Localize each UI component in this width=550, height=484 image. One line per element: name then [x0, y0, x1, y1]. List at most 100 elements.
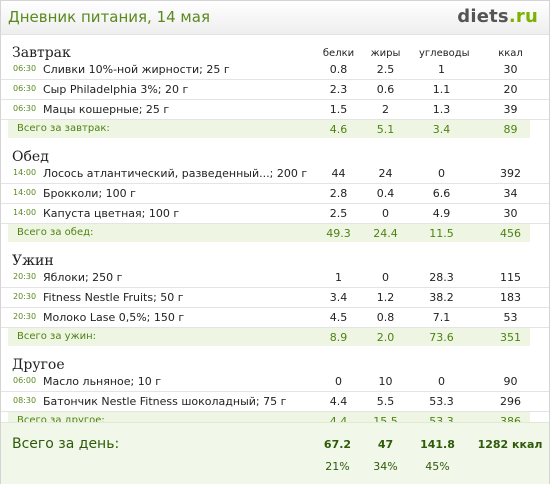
section-title: Завтрак	[12, 45, 71, 61]
food-protein: 1.5	[329, 103, 348, 116]
food-row[interactable]: 06:00 Масло льняное; 10 г 0 10 0 90	[1, 372, 549, 392]
meals-table: Завтрак белки жиры углеводы ккал 06:30 Сливки …	[1, 34, 549, 430]
food-kcal: 20	[503, 83, 518, 96]
food-kcal: 90	[503, 375, 518, 388]
food-row[interactable]: 14:00 Капуста цветная; 100 г 2.5 0 4.9 30	[1, 204, 549, 224]
site-logo[interactable]: diets.ru	[457, 6, 538, 27]
food-kcal: 296	[500, 395, 521, 408]
column-header-protein: белки	[322, 48, 355, 59]
section-total-kcal: 89	[503, 123, 518, 136]
food-protein: 2.8	[329, 187, 348, 200]
food-protein: 2.5	[329, 207, 348, 220]
food-name[interactable]: Сливки 10%-ной жирности; 25 г	[43, 63, 230, 76]
section-total-carbs: 3.4	[432, 123, 451, 136]
food-fat: 24	[378, 167, 393, 180]
section-total-label: Всего за другое:	[17, 415, 105, 426]
section-title: Ужин	[12, 253, 54, 269]
day-carbs-percent: 45%	[425, 460, 450, 473]
food-carbs: 38.2	[429, 291, 454, 304]
day-protein-percent: 21%	[325, 460, 350, 473]
section-header: Завтрак белки жиры углеводы ккал	[1, 34, 549, 61]
food-carbs: 1.1	[432, 83, 451, 96]
food-fat: 0.8	[376, 311, 395, 324]
section-total-protein: 49.3	[326, 227, 351, 240]
section-total-fat: 5.1	[376, 123, 395, 136]
section-total-row: Всего за завтрак: 4.6 5.1 3.4 89	[8, 120, 530, 138]
food-name[interactable]: Fitness Nestle Fruits; 50 г	[43, 291, 184, 304]
food-carbs: 0	[438, 375, 445, 388]
section-header: Другое	[1, 346, 549, 373]
page-title: Дневник питания, 14 мая	[8, 8, 210, 26]
food-kcal: 30	[503, 207, 518, 220]
food-time: 06:30	[13, 104, 37, 113]
food-row[interactable]: 06:30 Сливки 10%-ной жирности; 25 г 0.8 2.5…	[1, 60, 549, 80]
section-total-fat: 2.0	[376, 331, 395, 344]
food-carbs: 0	[438, 167, 445, 180]
food-name[interactable]: Масло льняное; 10 г	[43, 375, 162, 388]
food-protein: 0	[335, 375, 342, 388]
food-row[interactable]: 20:30 Fitness Nestle Fruits; 50 г 3.4 1.2 38…	[1, 288, 549, 308]
food-name[interactable]: Лосось атлантический, разведенный...; 20…	[43, 167, 308, 180]
food-row[interactable]: 06:30 Мацы кошерные; 25 г 1.5 2 1.3 39	[1, 100, 549, 120]
logo-suffix: .ru	[508, 6, 538, 27]
food-time: 14:00	[13, 168, 37, 177]
food-carbs: 1	[438, 63, 445, 76]
food-name[interactable]: Мацы кошерные; 25 г	[43, 103, 170, 116]
section-total-kcal: 351	[500, 331, 521, 344]
day-total-label: Всего за день:	[12, 436, 120, 452]
section-total-carbs: 73.6	[429, 331, 454, 344]
food-row[interactable]: 14:00 Брокколи; 100 г 2.8 0.4 6.6 34	[1, 184, 549, 204]
food-kcal: 115	[500, 271, 521, 284]
food-name[interactable]: Сыр Philadelphia 3%; 20 г	[43, 83, 189, 96]
food-time: 06:30	[13, 84, 37, 93]
day-fat: 47	[377, 438, 394, 451]
food-time: 20:30	[13, 312, 37, 321]
food-row[interactable]: 08:30 Батончик Nestle Fitness шоколадный;…	[1, 392, 549, 412]
food-fat: 0	[382, 207, 389, 220]
food-protein: 44	[331, 167, 346, 180]
food-time: 06:00	[13, 376, 37, 385]
food-name[interactable]: Брокколи; 100 г	[43, 187, 136, 200]
food-time: 14:00	[13, 188, 37, 197]
food-name[interactable]: Капуста цветная; 100 г	[43, 207, 180, 220]
food-row[interactable]: 14:00 Лосось атлантический, разведенный..…	[1, 164, 549, 184]
section-header: Ужин	[1, 242, 549, 269]
food-time: 20:30	[13, 292, 37, 301]
food-time: 06:30	[13, 64, 37, 73]
food-protein: 1	[335, 271, 342, 284]
food-name[interactable]: Яблоки; 250 г	[43, 271, 123, 284]
food-protein: 0.8	[329, 63, 348, 76]
food-fat: 2.5	[376, 63, 395, 76]
food-fat: 10	[378, 375, 393, 388]
food-name[interactable]: Батончик Nestle Fitness шоколадный; 75 г	[43, 395, 287, 408]
section-title: Обед	[12, 149, 49, 165]
food-carbs: 28.3	[429, 271, 454, 284]
food-protein: 4.5	[329, 311, 348, 324]
food-kcal: 392	[500, 167, 521, 180]
column-header-carbs: углеводы	[419, 48, 470, 59]
food-kcal: 34	[503, 187, 518, 200]
food-carbs: 6.6	[432, 187, 451, 200]
day-carbs: 141.8	[420, 438, 455, 451]
food-fat: 0.4	[376, 187, 395, 200]
header: Дневник питания, 14 мая diets.ru	[1, 1, 549, 35]
food-row[interactable]: 06:30 Сыр Philadelphia 3%; 20 г 2.3 0.6 1.1 2…	[1, 80, 549, 100]
food-carbs: 4.9	[432, 207, 451, 220]
food-row[interactable]: 20:30 Яблоки; 250 г 1 0 28.3 115	[1, 268, 549, 288]
section-total-fat: 24.4	[373, 227, 398, 240]
food-carbs: 53.3	[429, 395, 454, 408]
food-name[interactable]: Молоко Lase 0,5%; 150 г	[43, 311, 185, 324]
section-total-carbs: 11.5	[429, 227, 454, 240]
column-header-fat: жиры	[370, 48, 401, 59]
food-fat: 0.6	[376, 83, 395, 96]
section-total-label: Всего за обед:	[17, 227, 94, 238]
food-row[interactable]: 20:30 Молоко Lase 0,5%; 150 г 4.5 0.8 7.1 53	[1, 308, 549, 328]
food-kcal: 53	[503, 311, 518, 324]
section-title: Другое	[12, 357, 65, 373]
logo-main: diets	[457, 6, 509, 27]
food-protein: 3.4	[329, 291, 348, 304]
food-carbs: 1.3	[432, 103, 451, 116]
food-fat: 5.5	[376, 395, 395, 408]
day-protein: 67.2	[323, 438, 352, 451]
